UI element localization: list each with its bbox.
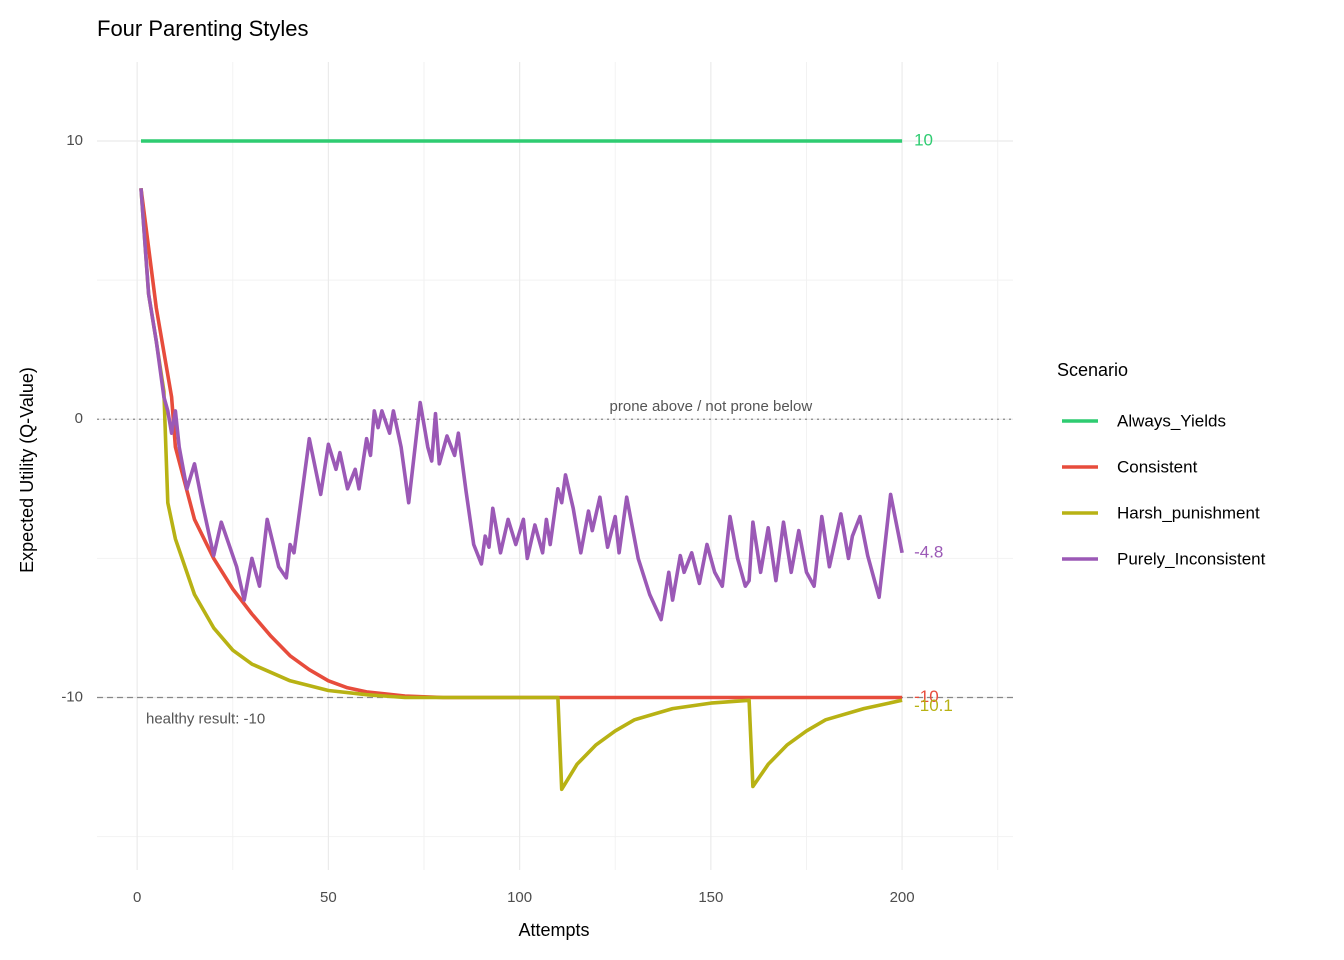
series-line — [139, 188, 903, 792]
y-tick-label: -10 — [61, 688, 83, 705]
y-tick-label: 10 — [66, 132, 83, 149]
x-tick-label: 150 — [698, 889, 723, 906]
x-tick-label: 50 — [320, 889, 337, 906]
reference-label: healthy result: -10 — [146, 710, 265, 727]
x-tick-label: 100 — [507, 889, 532, 906]
legend-title: Scenario — [1057, 360, 1128, 380]
legend-label: Purely_Inconsistent — [1117, 549, 1266, 568]
x-tick-label: 0 — [133, 889, 141, 906]
series-line — [139, 188, 903, 700]
x-axis-title: Attempts — [518, 920, 589, 940]
legend-label: Harsh_punishment — [1117, 503, 1260, 522]
series-line — [139, 188, 904, 622]
end-label: 10 — [914, 131, 933, 150]
y-tick-label: 0 — [75, 410, 83, 427]
end-label: -4.8 — [914, 542, 943, 561]
legend-label: Always_Yields — [1117, 411, 1226, 430]
reference-label: prone above / not prone below — [610, 398, 813, 415]
chart-title: Four Parenting Styles — [97, 16, 309, 41]
legend-label: Consistent — [1117, 457, 1198, 476]
end-label: -10.1 — [914, 696, 953, 715]
y-axis-title: Expected Utility (Q-Value) — [17, 367, 37, 573]
end-label: -10 — [914, 687, 939, 706]
x-tick-label: 200 — [890, 889, 915, 906]
